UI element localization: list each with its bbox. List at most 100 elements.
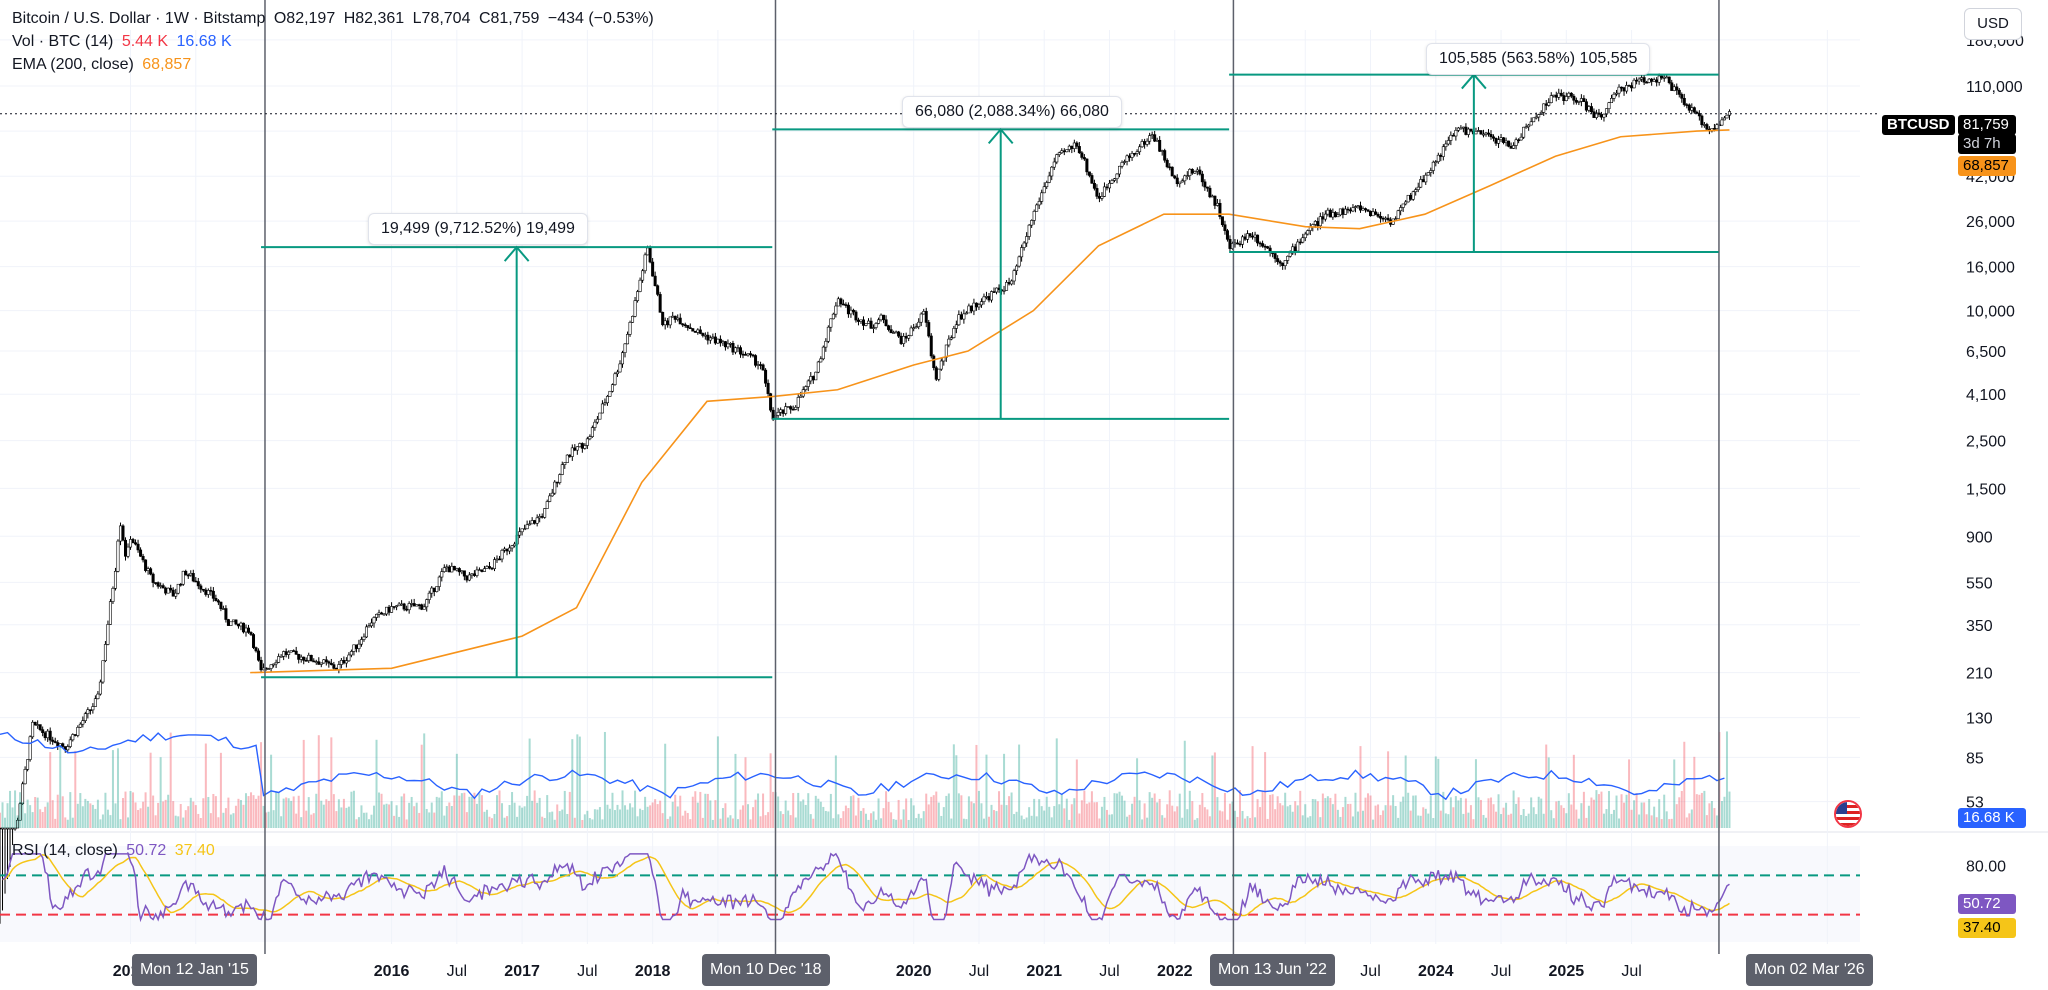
candle-body [1667, 76, 1671, 84]
volume-bar [49, 752, 52, 828]
candle-body [1097, 196, 1101, 199]
volume-bar [214, 796, 217, 828]
volume-bar [350, 791, 353, 828]
candle-body [432, 587, 436, 592]
candle-body [1005, 282, 1009, 291]
candle-body [1657, 75, 1661, 83]
currency-button[interactable]: USD [1964, 8, 2022, 40]
volume-bar [433, 812, 436, 828]
candle-body [947, 338, 951, 346]
volume-bar [875, 819, 878, 828]
volume-bar [1010, 792, 1013, 828]
volume-legend[interactable]: Vol · BTC (14) 5.44 K 16.68 K [12, 31, 236, 53]
measure-label-1[interactable]: 19,499 (9,712.52%) 19,499 [368, 213, 588, 245]
y-tick-label: 900 [1966, 529, 1993, 546]
volume-bar [975, 744, 978, 828]
candle-body [706, 334, 710, 341]
candle-body [1489, 134, 1493, 138]
candle-body [641, 270, 645, 281]
symbol-price-tag: BTCUSD [1882, 115, 1955, 135]
volume-bar [1028, 807, 1031, 828]
volume-bar [1105, 809, 1108, 828]
us-flag-icon[interactable] [1834, 800, 1862, 828]
volume-bar [483, 811, 486, 828]
candle-body [1642, 77, 1646, 83]
volume-bar [182, 817, 185, 828]
volume-bar [553, 819, 556, 828]
rsi-legend[interactable]: RSI (14, close) 50.72 37.40 [12, 840, 219, 862]
volume-bar [362, 812, 365, 828]
volume-bar [1003, 753, 1006, 828]
candle-body [1652, 79, 1656, 82]
candle-body [1579, 98, 1583, 102]
volume-bar [952, 744, 955, 828]
volume-bar [192, 801, 195, 828]
measure-label-2[interactable]: 66,080 (2,088.34%) 66,080 [902, 96, 1122, 128]
candle-body [691, 328, 695, 332]
candle-body [1464, 126, 1468, 135]
volume-bar [237, 798, 240, 828]
candle-body [1220, 216, 1224, 226]
volume-bar [1592, 799, 1595, 828]
candle-body [1208, 187, 1212, 198]
candle-body [1042, 186, 1046, 194]
candle-body [1087, 171, 1091, 176]
volume-bar [209, 813, 212, 828]
candle-body [1170, 166, 1174, 177]
candle-body [1454, 130, 1458, 137]
volume-bar [925, 793, 928, 828]
ema-legend[interactable]: EMA (200, close) 68,857 [12, 54, 195, 76]
candle-body [196, 581, 200, 587]
volume-bar [937, 802, 940, 828]
volume-bar [1013, 814, 1016, 828]
volume-bar [1690, 809, 1693, 828]
chart-legend-main: Bitcoin / U.S. Dollar · 1W · Bitstamp O8… [12, 8, 658, 30]
volume-bar [1088, 802, 1091, 828]
candle-body [362, 636, 366, 640]
volume-bar [965, 819, 968, 828]
volume-bar [907, 819, 910, 828]
volume-bar [1585, 817, 1588, 828]
candle-body [472, 573, 476, 576]
volume-bar [1389, 805, 1392, 828]
candle-body [701, 333, 705, 336]
candle-body [490, 567, 494, 570]
measure-label-3[interactable]: 105,585 (563.58%) 105,585 [1426, 43, 1651, 75]
volume-bar [596, 809, 599, 828]
candle-body [1672, 86, 1676, 91]
volume-bar [1555, 801, 1558, 828]
volume-bar [1188, 790, 1191, 828]
candle-body [824, 340, 828, 348]
volume-bar [174, 815, 177, 828]
candle-body [1135, 151, 1139, 154]
volume-bar [1223, 793, 1226, 828]
candle-body [615, 371, 619, 375]
candle-body [1213, 195, 1217, 206]
volume-bar [1565, 813, 1568, 828]
candle-body [1660, 75, 1664, 79]
ohlc-low: L78,704 [412, 10, 471, 27]
volume-bar [127, 817, 130, 828]
volume-bar [716, 736, 719, 828]
volume-bar [1131, 803, 1134, 828]
candle-body [447, 566, 451, 573]
candle-body [46, 730, 50, 739]
volume-bar [1547, 757, 1550, 828]
volume-bar [232, 813, 235, 828]
candle-body [1050, 166, 1054, 177]
candle-body [226, 619, 230, 626]
candle-body [1361, 208, 1365, 211]
candle-body [181, 570, 185, 585]
volume-bar [1457, 800, 1460, 828]
volume-bar [1487, 798, 1490, 828]
candle-body [1286, 255, 1290, 261]
volume-bar [247, 796, 250, 828]
candle-body [1183, 175, 1187, 182]
volume-bar [1005, 805, 1008, 828]
candle-body [819, 358, 823, 363]
candle-body [322, 659, 326, 664]
candle-body [688, 327, 692, 329]
candle-body [894, 331, 898, 334]
volume-bar [187, 806, 190, 828]
